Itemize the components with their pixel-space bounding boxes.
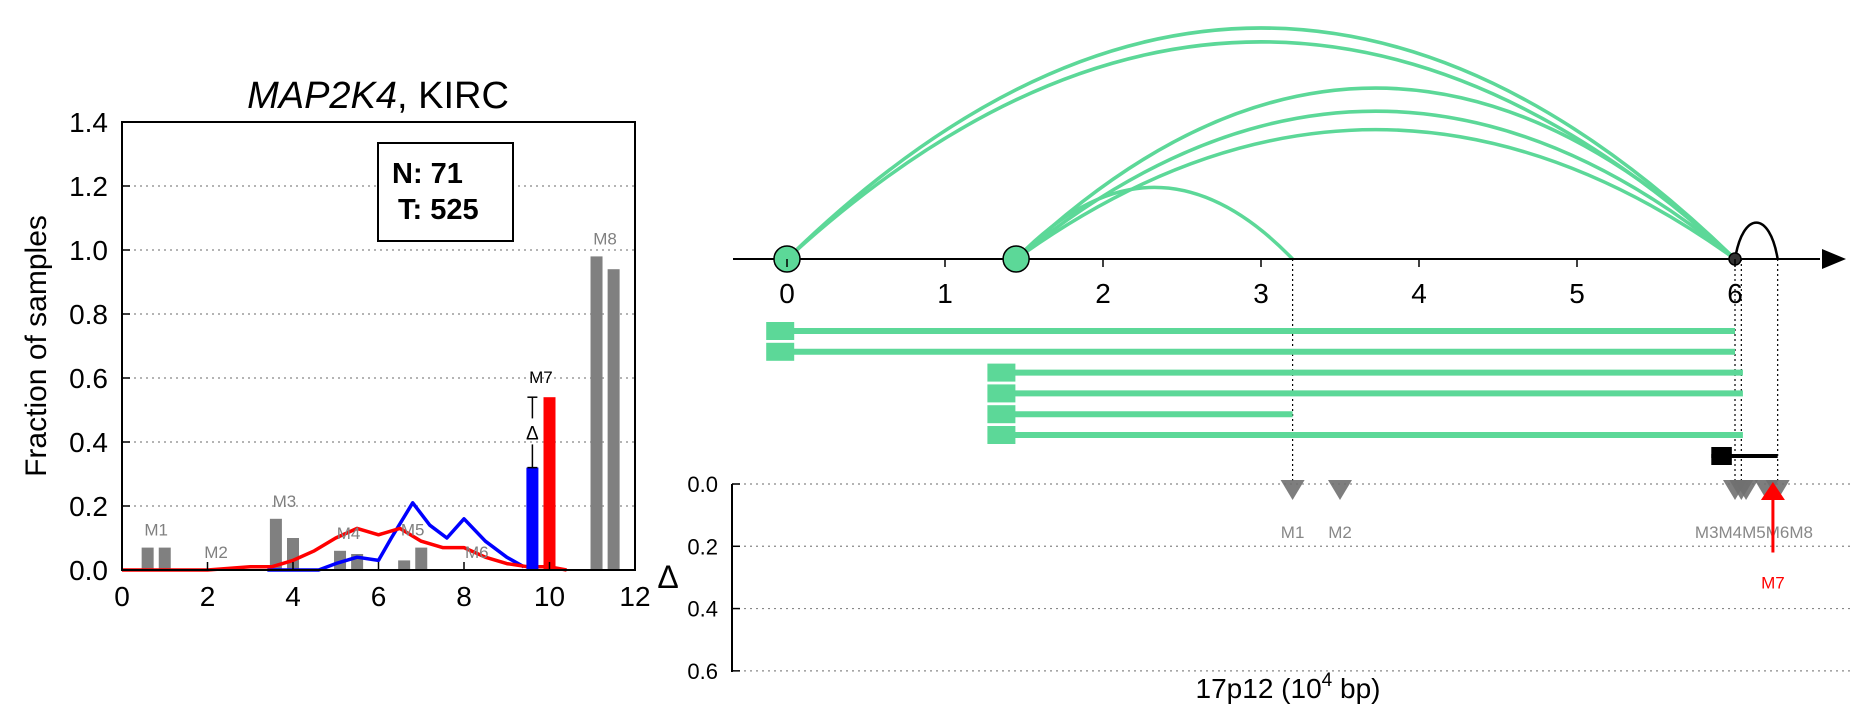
chart-title: MAP2K4, KIRC <box>247 75 509 117</box>
tumor-series-line <box>122 526 567 572</box>
genome-axis-arrow <box>1822 249 1846 269</box>
exon-bar <box>590 256 603 570</box>
highlight-marker-triangle <box>1760 482 1785 500</box>
exon-label: M5 <box>401 521 425 540</box>
delta-axis-ticks: 0.0 0.2 0.4 0.6 <box>687 472 740 684</box>
marker-label: M3M4M5M6M8 <box>1695 523 1813 542</box>
x-tick-label: 8 <box>456 581 472 612</box>
highlight-label: M7 <box>529 368 553 387</box>
marker-label: M2 <box>1328 523 1352 542</box>
delta-axis-label: Δ <box>657 559 678 595</box>
genome-tick-label: 1 <box>937 278 953 309</box>
exon-bar <box>607 269 620 570</box>
genome-axis-label: 17p12 (104 bp) <box>1196 670 1381 704</box>
arc-node <box>1002 245 1030 273</box>
genome-tick-label: 6 <box>1727 278 1743 309</box>
highlight-marker-label: M7 <box>1761 574 1785 593</box>
normal-series-line <box>267 501 525 572</box>
genome-tick-label: 2 <box>1095 278 1111 309</box>
y-tick-label: 1.0 <box>69 235 108 266</box>
exon-markers <box>1280 480 1790 500</box>
x-tick-label: 4 <box>285 581 301 612</box>
exon-bar <box>334 550 347 570</box>
sample-count-frame <box>377 142 514 242</box>
exon-marker <box>1280 480 1305 500</box>
exon-label: M6 <box>465 543 489 562</box>
delta-tick-label: 0.6 <box>687 659 718 684</box>
splice-diagram: 0 1 2 3 4 5 6 0.0 0.2 0.4 0.6 Δ M1 M2 M3M4M5M6M8 M7… <box>657 26 1851 704</box>
x-tick-label: 2 <box>200 581 216 612</box>
x-tick-label: 0 <box>114 581 130 612</box>
transcripts <box>766 322 1743 444</box>
exon-label: M4 <box>337 524 361 543</box>
genome-tick-label: 4 <box>1411 278 1427 309</box>
arc-nodes <box>773 245 1742 273</box>
axis-label-exponent: 4 <box>1322 670 1333 691</box>
exon-bar <box>415 547 428 570</box>
x-tick-label: 12 <box>619 581 650 612</box>
expression-lines <box>122 501 567 572</box>
exon-usage-chart: Δ M7 M1 M2 M3 M4 M5 M6 M8 0.0 0.2 0.4 0.6 0.8 1.0 1.2… <box>20 75 651 612</box>
y-tick-label: 0.8 <box>69 299 108 330</box>
genome-tick-label: 3 <box>1253 278 1269 309</box>
title-gene: MAP2K4 <box>247 75 397 117</box>
axis-ticks: 0.0 0.2 0.4 0.6 0.8 1.0 1.2 1.4 0 2 4 6 8 10 12 <box>69 107 651 612</box>
exon-marker-labels: M1 M2 M3M4M5M6M8 <box>1281 523 1813 542</box>
y-tick-label: 0.0 <box>69 555 108 586</box>
y-tick-label: 0.6 <box>69 363 108 394</box>
exon-label: M3 <box>273 492 297 511</box>
splice-arc <box>1014 109 1737 261</box>
exon-label: M2 <box>204 543 228 562</box>
y-tick-label: 1.4 <box>69 107 108 138</box>
y-tick-label: 0.4 <box>69 427 108 458</box>
exon-label: M1 <box>144 521 168 540</box>
sample-count-box: N: 71 T: 525 <box>377 142 514 242</box>
highlight-bars: Δ M7 <box>526 368 556 570</box>
genome-axis-ticks: 0 1 2 3 4 5 6 <box>779 259 1743 309</box>
highlight-marker: M7 <box>1760 482 1785 593</box>
gene-block <box>1711 447 1732 465</box>
axis-label-unit: bp) <box>1332 673 1380 704</box>
y-tick-label: 0.2 <box>69 491 108 522</box>
exon-bar <box>398 560 411 570</box>
splice-arc <box>1015 128 1737 261</box>
small-splice-arc <box>1733 221 1779 260</box>
splice-arc <box>1014 86 1737 261</box>
splice-arc <box>1014 185 1294 261</box>
highlight-tumor-bar <box>543 397 556 570</box>
splice-arc <box>785 26 1737 261</box>
x-tick-label: 10 <box>534 581 565 612</box>
tumor-count: T: 525 <box>398 194 479 226</box>
exon-marker <box>1328 480 1352 500</box>
x-tick-label: 6 <box>371 581 387 612</box>
delta-gridlines <box>732 483 1851 672</box>
genome-tick-label: 0 <box>779 278 795 309</box>
exon-bar <box>269 518 282 570</box>
exon-bar <box>141 547 154 570</box>
exon-marker <box>1734 480 1759 500</box>
highlight-normal-bar <box>526 467 539 570</box>
genome-tick-label: 5 <box>1569 278 1585 309</box>
marker-label: M1 <box>1281 523 1305 542</box>
delta-tick-label: 0.4 <box>687 597 718 622</box>
axis-label-main: 17p12 (10 <box>1196 673 1322 704</box>
y-tick-label: 1.2 <box>69 171 108 202</box>
title-cohort: , KIRC <box>397 75 509 117</box>
exon-label: M8 <box>593 229 617 248</box>
gene-model <box>1711 447 1778 465</box>
normal-count: N: 71 <box>392 158 463 190</box>
splice-arcs <box>785 26 1779 261</box>
delta-symbol: Δ <box>526 423 539 444</box>
delta-tick-label: 0.0 <box>687 472 718 497</box>
y-axis-label: Fraction of samples <box>20 215 53 477</box>
exon-labels: M1 M2 M3 M4 M5 M6 M8 <box>144 229 617 562</box>
delta-tick-label: 0.2 <box>687 534 718 559</box>
exon-bar <box>158 547 171 570</box>
